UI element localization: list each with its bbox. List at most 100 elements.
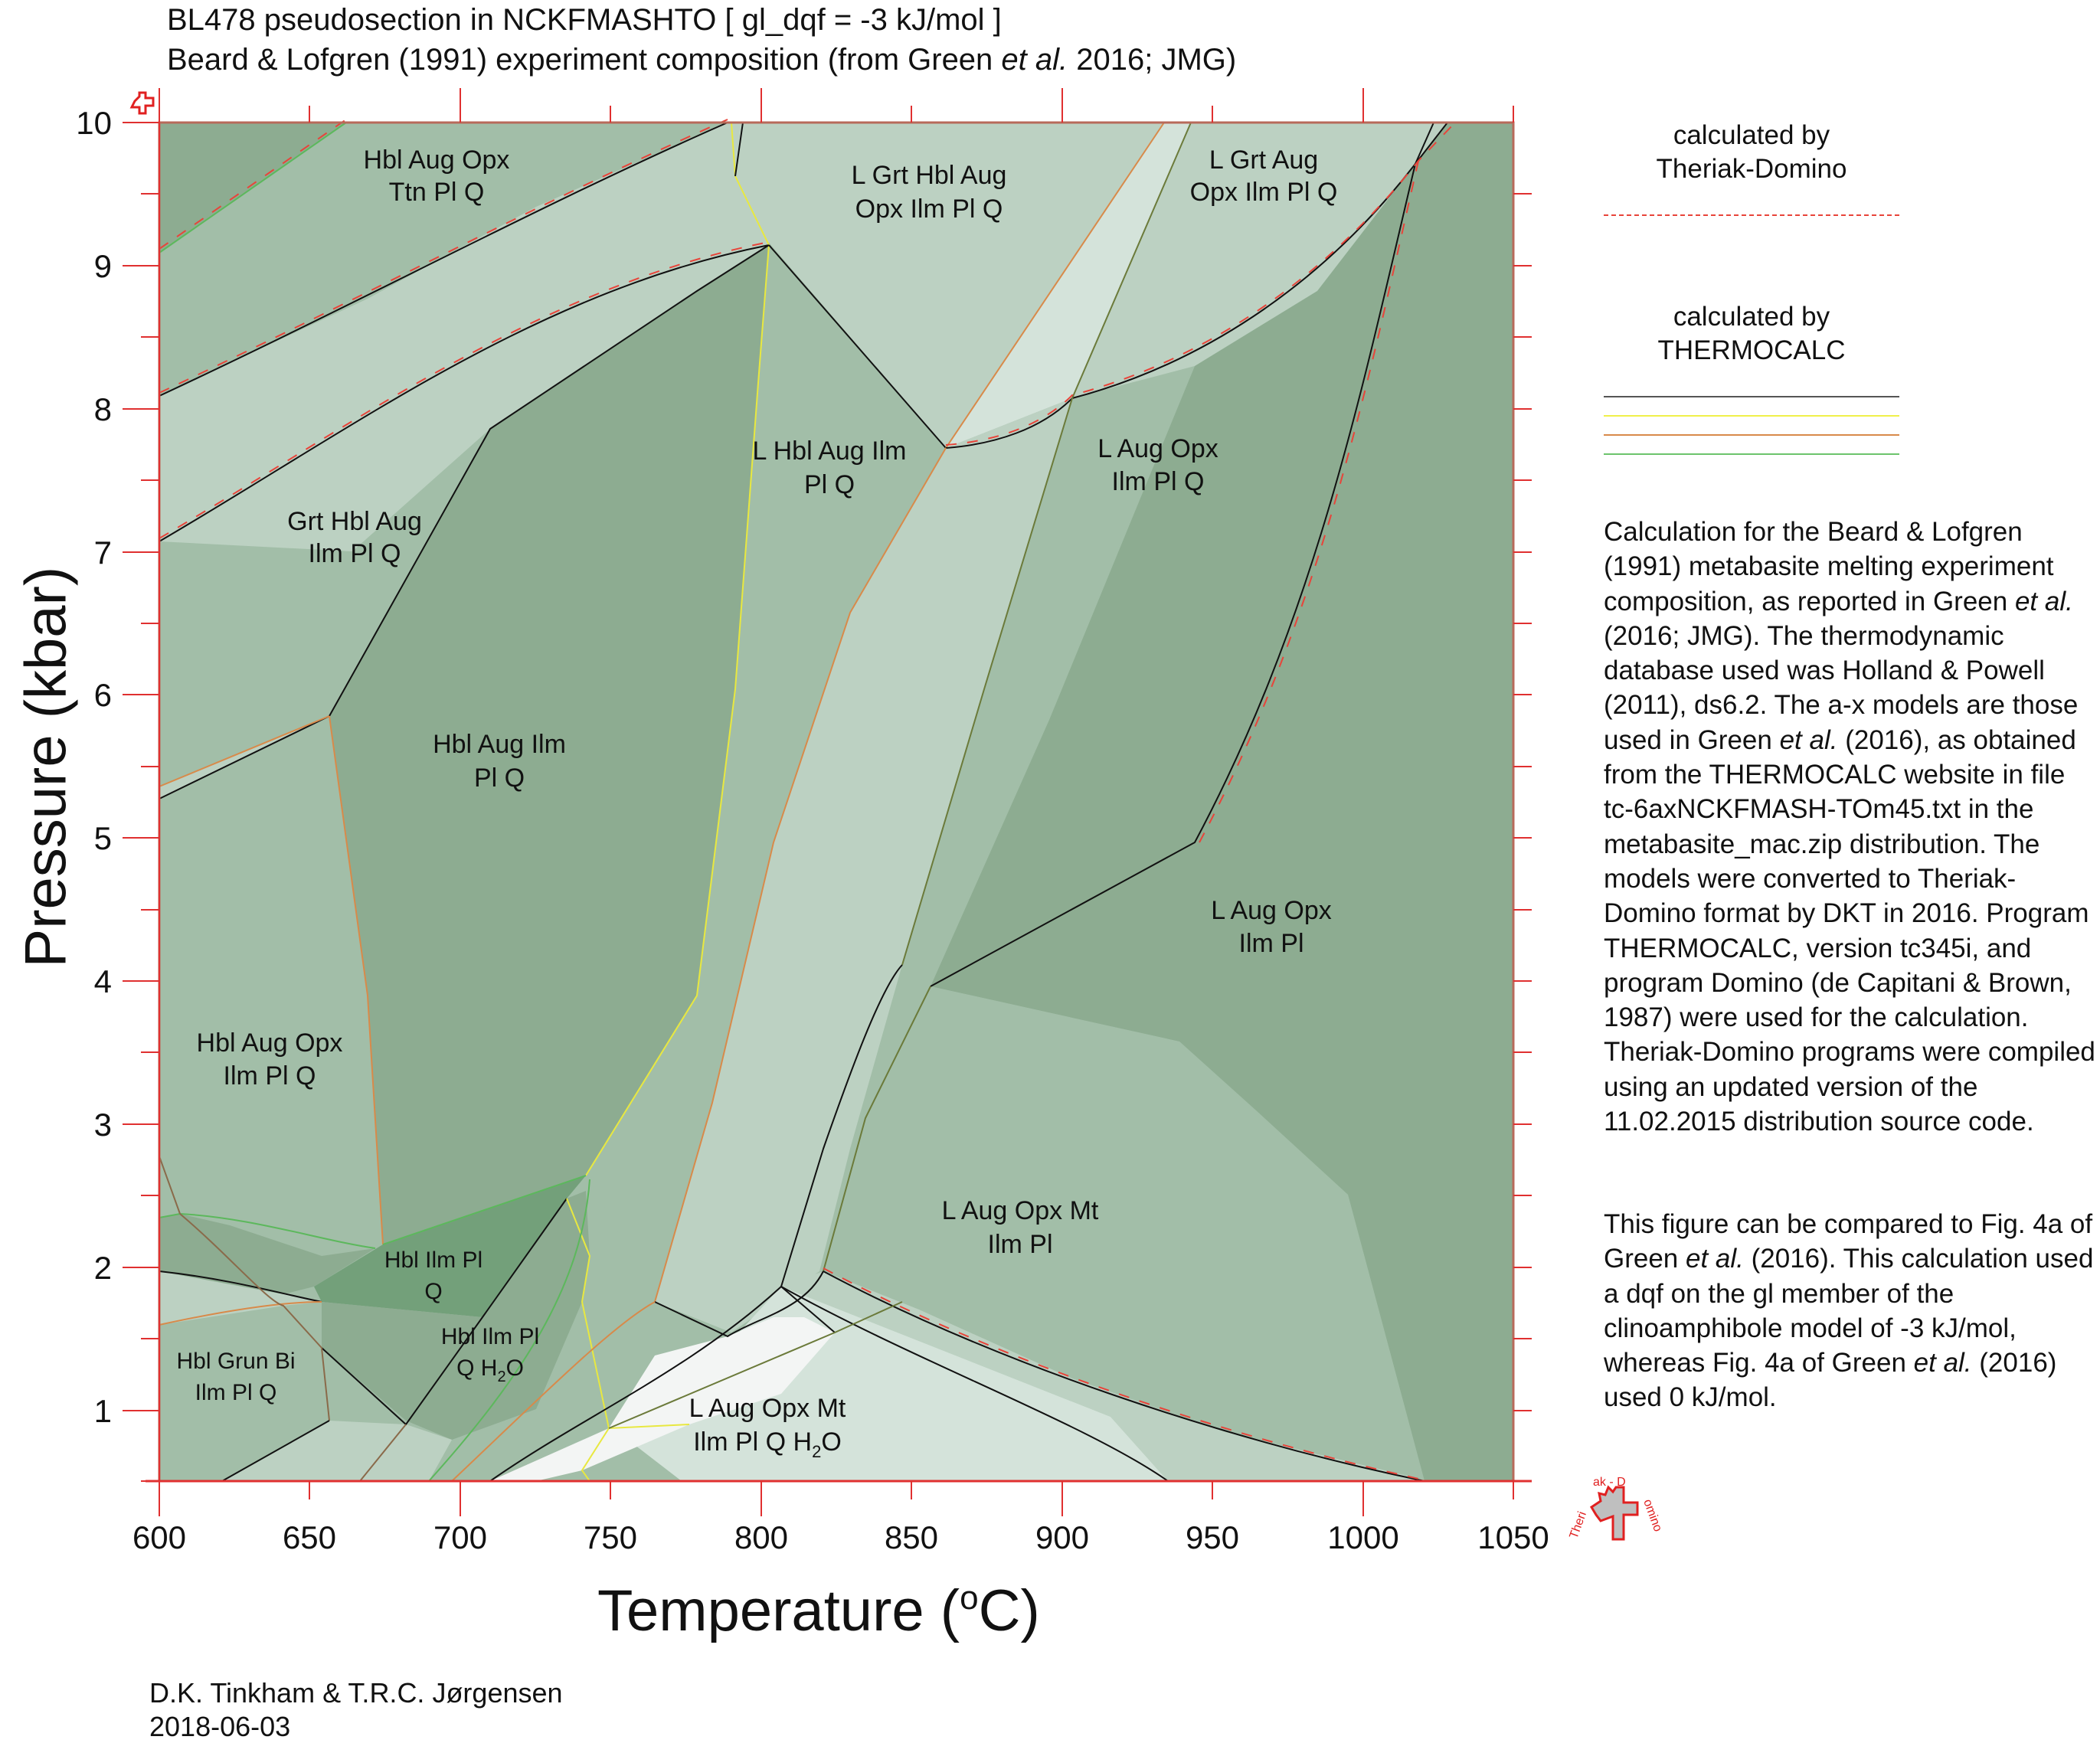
svg-text:L Aug Opx: L Aug Opx (1097, 434, 1218, 463)
description-text: (2016). This calculation used a dqf on t… (1604, 1244, 2094, 1378)
description-emphasis: et al. (1779, 724, 1838, 755)
svg-text:750: 750 (584, 1519, 637, 1555)
svg-text:ak - D: ak - D (1593, 1476, 1626, 1489)
boundary-line (945, 122, 1448, 449)
boundary-line (930, 163, 1416, 987)
svg-text:Theri: Theri (1568, 1510, 1589, 1541)
svg-text:Pl Q: Pl Q (474, 764, 525, 793)
svg-text:700: 700 (433, 1519, 487, 1555)
description-emphasis: et al. (1913, 1348, 1972, 1378)
field-l-hbl-aug-ilm (590, 245, 946, 1302)
chart-subtitle: Beard & Lofgren (1991) experiment compos… (167, 41, 1236, 78)
boundary-line (608, 1301, 903, 1429)
description-paragraph-1: Calculation for the Beard & Lofgren (199… (1604, 515, 2100, 1139)
svg-text:L Hbl Aug Ilm: L Hbl Aug Ilm (753, 437, 907, 466)
boundary-line (581, 1427, 610, 1482)
svg-text:L Aug Opx Mt: L Aug Opx Mt (942, 1196, 1099, 1225)
field-light-band (159, 123, 770, 551)
legend-tc-line2: THERMOCALC (1657, 335, 1846, 365)
svg-text:L Aug Opx Mt: L Aug Opx Mt (689, 1394, 846, 1423)
svg-text:Grt Hbl Aug: Grt Hbl Aug (287, 507, 422, 536)
theriak-domino-logo-icon: Theri ak - D omino (1568, 1476, 1662, 1541)
field-lower-right (781, 1271, 1425, 1481)
boundary-line (321, 1198, 568, 1426)
y-axis-label: Pressure (kbar) (13, 566, 79, 968)
legend-tc-title: calculated by THERMOCALC (1606, 300, 1897, 368)
description-text: Calculation for the Beard & Lofgren (199… (1604, 517, 2054, 616)
boundary-line (159, 122, 347, 253)
boundary-line (823, 986, 931, 1272)
field-hbl-ilm-pl-q (314, 1176, 586, 1317)
field-l-grt-aug (1072, 123, 1447, 398)
boundary-line (159, 1301, 322, 1326)
svg-text:Ilm Pl Q: Ilm Pl Q (195, 1380, 277, 1405)
svg-text:Hbl Grun Bi: Hbl Grun Bi (176, 1349, 295, 1374)
svg-text:8: 8 (94, 391, 112, 427)
svg-text:800: 800 (734, 1519, 788, 1555)
boundary-line (780, 1286, 836, 1333)
boundary-line (359, 1424, 407, 1482)
svg-text:Hbl Aug Ilm: Hbl Aug Ilm (433, 730, 566, 759)
boundary-line (428, 1179, 590, 1482)
boundary-line (159, 1212, 376, 1249)
field-l-aug-opx-mt (823, 965, 1425, 1481)
xlabel-degree: o (960, 1579, 979, 1617)
boundary-line (1071, 122, 1192, 399)
svg-text:Hbl Ilm Pl: Hbl Ilm Pl (441, 1324, 539, 1349)
y-tick-labels: 10 9 8 7 6 5 4 3 2 1 (76, 105, 112, 1429)
svg-text:Hbl Aug Opx: Hbl Aug Opx (197, 1028, 343, 1058)
svg-text:Ilm Pl: Ilm Pl (1239, 929, 1304, 958)
svg-text:900: 900 (1035, 1519, 1089, 1555)
field-l-aug-opx-ilm-pl (931, 123, 1513, 1481)
field-white-strip (490, 1424, 689, 1481)
field-hbl-grun-bi (159, 1302, 329, 1481)
field-hbl-ilm-pl-q-h2o (322, 1191, 590, 1440)
boundary-line (945, 122, 1165, 449)
boundary-line (1415, 122, 1434, 165)
svg-text:1: 1 (94, 1393, 112, 1429)
description-emphasis: et al. (2014, 586, 2073, 616)
legend-tc-line1: calculated by (1673, 302, 1830, 332)
boundary-line (159, 1270, 322, 1303)
x-axis-label: Temperature (oC) (597, 1578, 1040, 1644)
boundary-line (159, 122, 728, 397)
boundary-line (179, 1213, 330, 1421)
xlabel-pre: Temperature ( (597, 1578, 960, 1643)
legend-td-swatch (1604, 214, 1899, 216)
field-sliver (946, 123, 1191, 448)
svg-text:L Grt Hbl Aug: L Grt Hbl Aug (852, 161, 1007, 190)
chart-title: BL478 pseudosection in NCKFMASHTO [ gl_d… (167, 3, 1002, 37)
svg-text:omino: omino (1640, 1498, 1662, 1534)
svg-text:950: 950 (1186, 1519, 1239, 1555)
boundary-line (734, 122, 744, 177)
svg-text:L Grt Aug: L Grt Aug (1209, 146, 1318, 175)
boundary-line (566, 1198, 690, 1430)
description-text: (2016), as obtained from the THERMOCALC … (1604, 724, 2095, 1137)
boundary-line (654, 447, 947, 1303)
boundary-line (451, 1301, 656, 1482)
svg-text:Hbl Aug Opx: Hbl Aug Opx (364, 146, 510, 175)
svg-text:3: 3 (94, 1107, 112, 1143)
svg-text:Opx Ilm Pl Q: Opx Ilm Pl Q (855, 195, 1003, 224)
description-text: (2016) used 0 kJ/mol. (1604, 1348, 2057, 1413)
subtitle-em: et al. (1001, 43, 1068, 77)
description-emphasis: et al. (1686, 1244, 1744, 1274)
svg-text:Ilm Pl Q: Ilm Pl Q (224, 1061, 316, 1091)
svg-text:Pl Q: Pl Q (804, 470, 855, 499)
field-bottom-left-light (222, 1421, 452, 1481)
description-text: This figure can be compared to Fig. 4a o… (1604, 1209, 2093, 1274)
svg-text:Ilm Pl Q: Ilm Pl Q (309, 539, 401, 568)
theriak-domino-small-logo-icon (129, 91, 155, 115)
svg-text:850: 850 (885, 1519, 938, 1555)
boundary-line (901, 397, 1073, 966)
legend-tc-swatch-green (1604, 453, 1899, 455)
svg-text:L Aug Opx: L Aug Opx (1211, 896, 1332, 925)
svg-text:6: 6 (94, 677, 112, 713)
svg-text:Ttn Pl Q: Ttn Pl Q (389, 178, 485, 207)
field-labels: Hbl Aug Opx Ttn Pl Q L Grt Hbl Aug Opx Ilm… (176, 146, 1337, 1461)
boundary-line (489, 1286, 782, 1482)
svg-text:Ilm Pl: Ilm Pl (988, 1230, 1053, 1259)
legend-tc-swatch-black (1604, 396, 1899, 397)
description-paragraph-2: This figure can be compared to Fig. 4a o… (1604, 1207, 2100, 1415)
